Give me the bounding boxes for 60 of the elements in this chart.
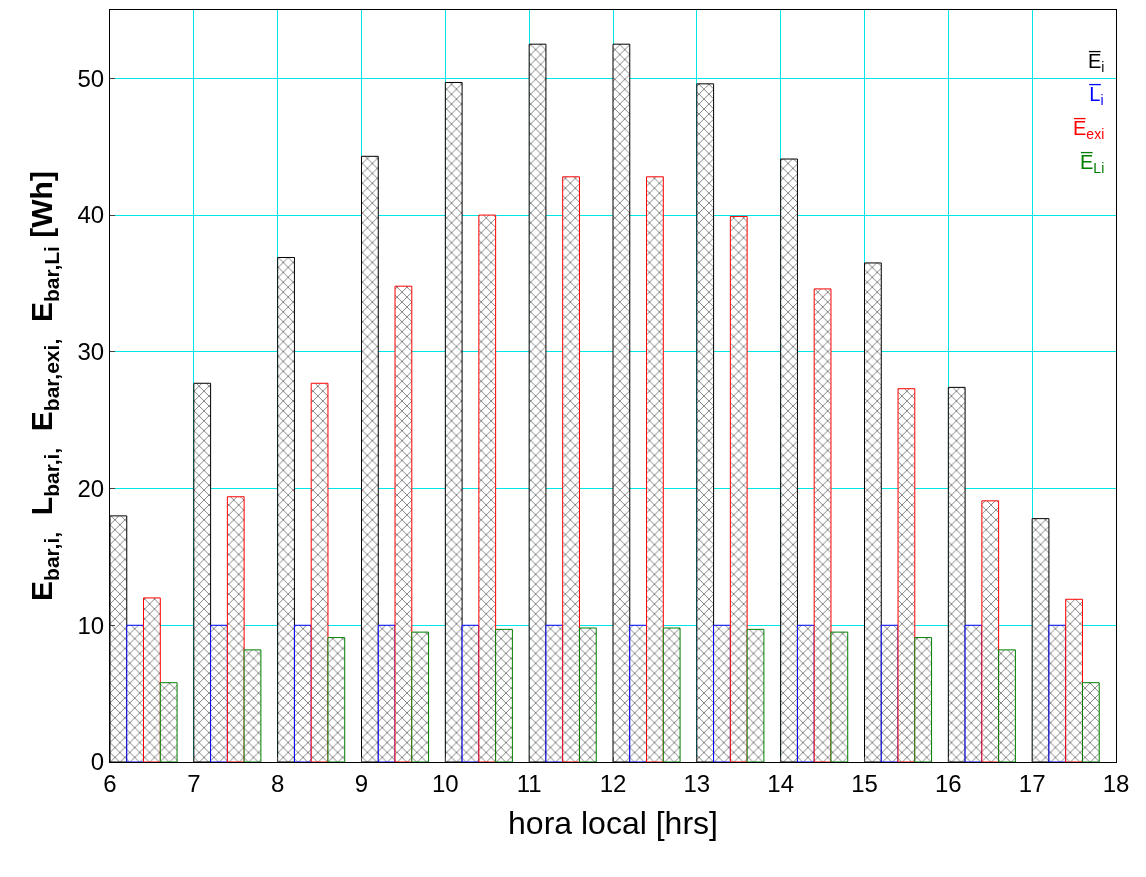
- x-tick-label: 6: [103, 769, 117, 797]
- bar: [629, 624, 648, 762]
- bar: [830, 631, 849, 762]
- y-tick-label: 30: [77, 338, 105, 366]
- bar: [310, 382, 329, 762]
- bar: [813, 288, 832, 762]
- x-tick-label: 17: [1018, 769, 1046, 797]
- bar: [880, 624, 899, 762]
- bar: [394, 285, 413, 762]
- bar: [545, 624, 564, 762]
- bar: [796, 624, 815, 762]
- bar: [159, 682, 178, 762]
- bar: [981, 500, 1000, 762]
- text: E̅$_{exi}$: [1073, 117, 1105, 143]
- bar: [998, 649, 1016, 762]
- bar: [713, 624, 731, 762]
- x-tick-label: 7: [187, 769, 201, 797]
- x-tick-label: 12: [599, 769, 627, 797]
- y-tick-label: 10: [77, 611, 105, 639]
- bar: [293, 624, 312, 762]
- bar: [461, 624, 480, 762]
- bar: [578, 627, 597, 762]
- y-tick-label: 40: [77, 201, 105, 229]
- bar: [1081, 682, 1100, 762]
- text: E̅$_{i}$: [1088, 50, 1105, 76]
- bar: [646, 176, 664, 762]
- y-tick-label: 50: [77, 64, 105, 92]
- text: E̅$_{Li}$: [1080, 151, 1105, 177]
- bar: [964, 624, 983, 762]
- x-tick-label: 11: [516, 769, 542, 797]
- x-tick-label: 14: [767, 769, 795, 797]
- bar: [897, 388, 916, 762]
- y-tick-label: 0: [90, 748, 105, 776]
- bar: [746, 628, 765, 762]
- bar: [327, 637, 346, 762]
- x-tick-label: 15: [851, 769, 878, 797]
- bar: [1048, 624, 1067, 762]
- bar: [495, 628, 513, 762]
- bar: [729, 215, 748, 762]
- x-tick-label: 18: [1102, 769, 1130, 797]
- x-tick-label: 8: [270, 769, 285, 797]
- x-tick-label: 10: [431, 769, 459, 797]
- bar: [478, 214, 497, 762]
- bar: [143, 597, 161, 762]
- x-axis-title: hora local [hrs]: [508, 804, 718, 841]
- bar: [243, 649, 262, 762]
- x-tick-label: 13: [683, 769, 711, 797]
- bar: [914, 637, 933, 762]
- bar: [226, 496, 245, 762]
- bar: [210, 624, 228, 762]
- y-tick-label: 20: [77, 474, 105, 502]
- text: L̅$_{i}$: [1089, 83, 1104, 109]
- bar: [662, 627, 681, 762]
- bar: [377, 624, 396, 762]
- bar: [411, 631, 430, 762]
- x-tick-label: 16: [934, 769, 962, 797]
- x-tick-label: 9: [354, 769, 369, 797]
- bar: [562, 176, 580, 762]
- bar: [126, 624, 145, 762]
- bar: [1065, 598, 1083, 762]
